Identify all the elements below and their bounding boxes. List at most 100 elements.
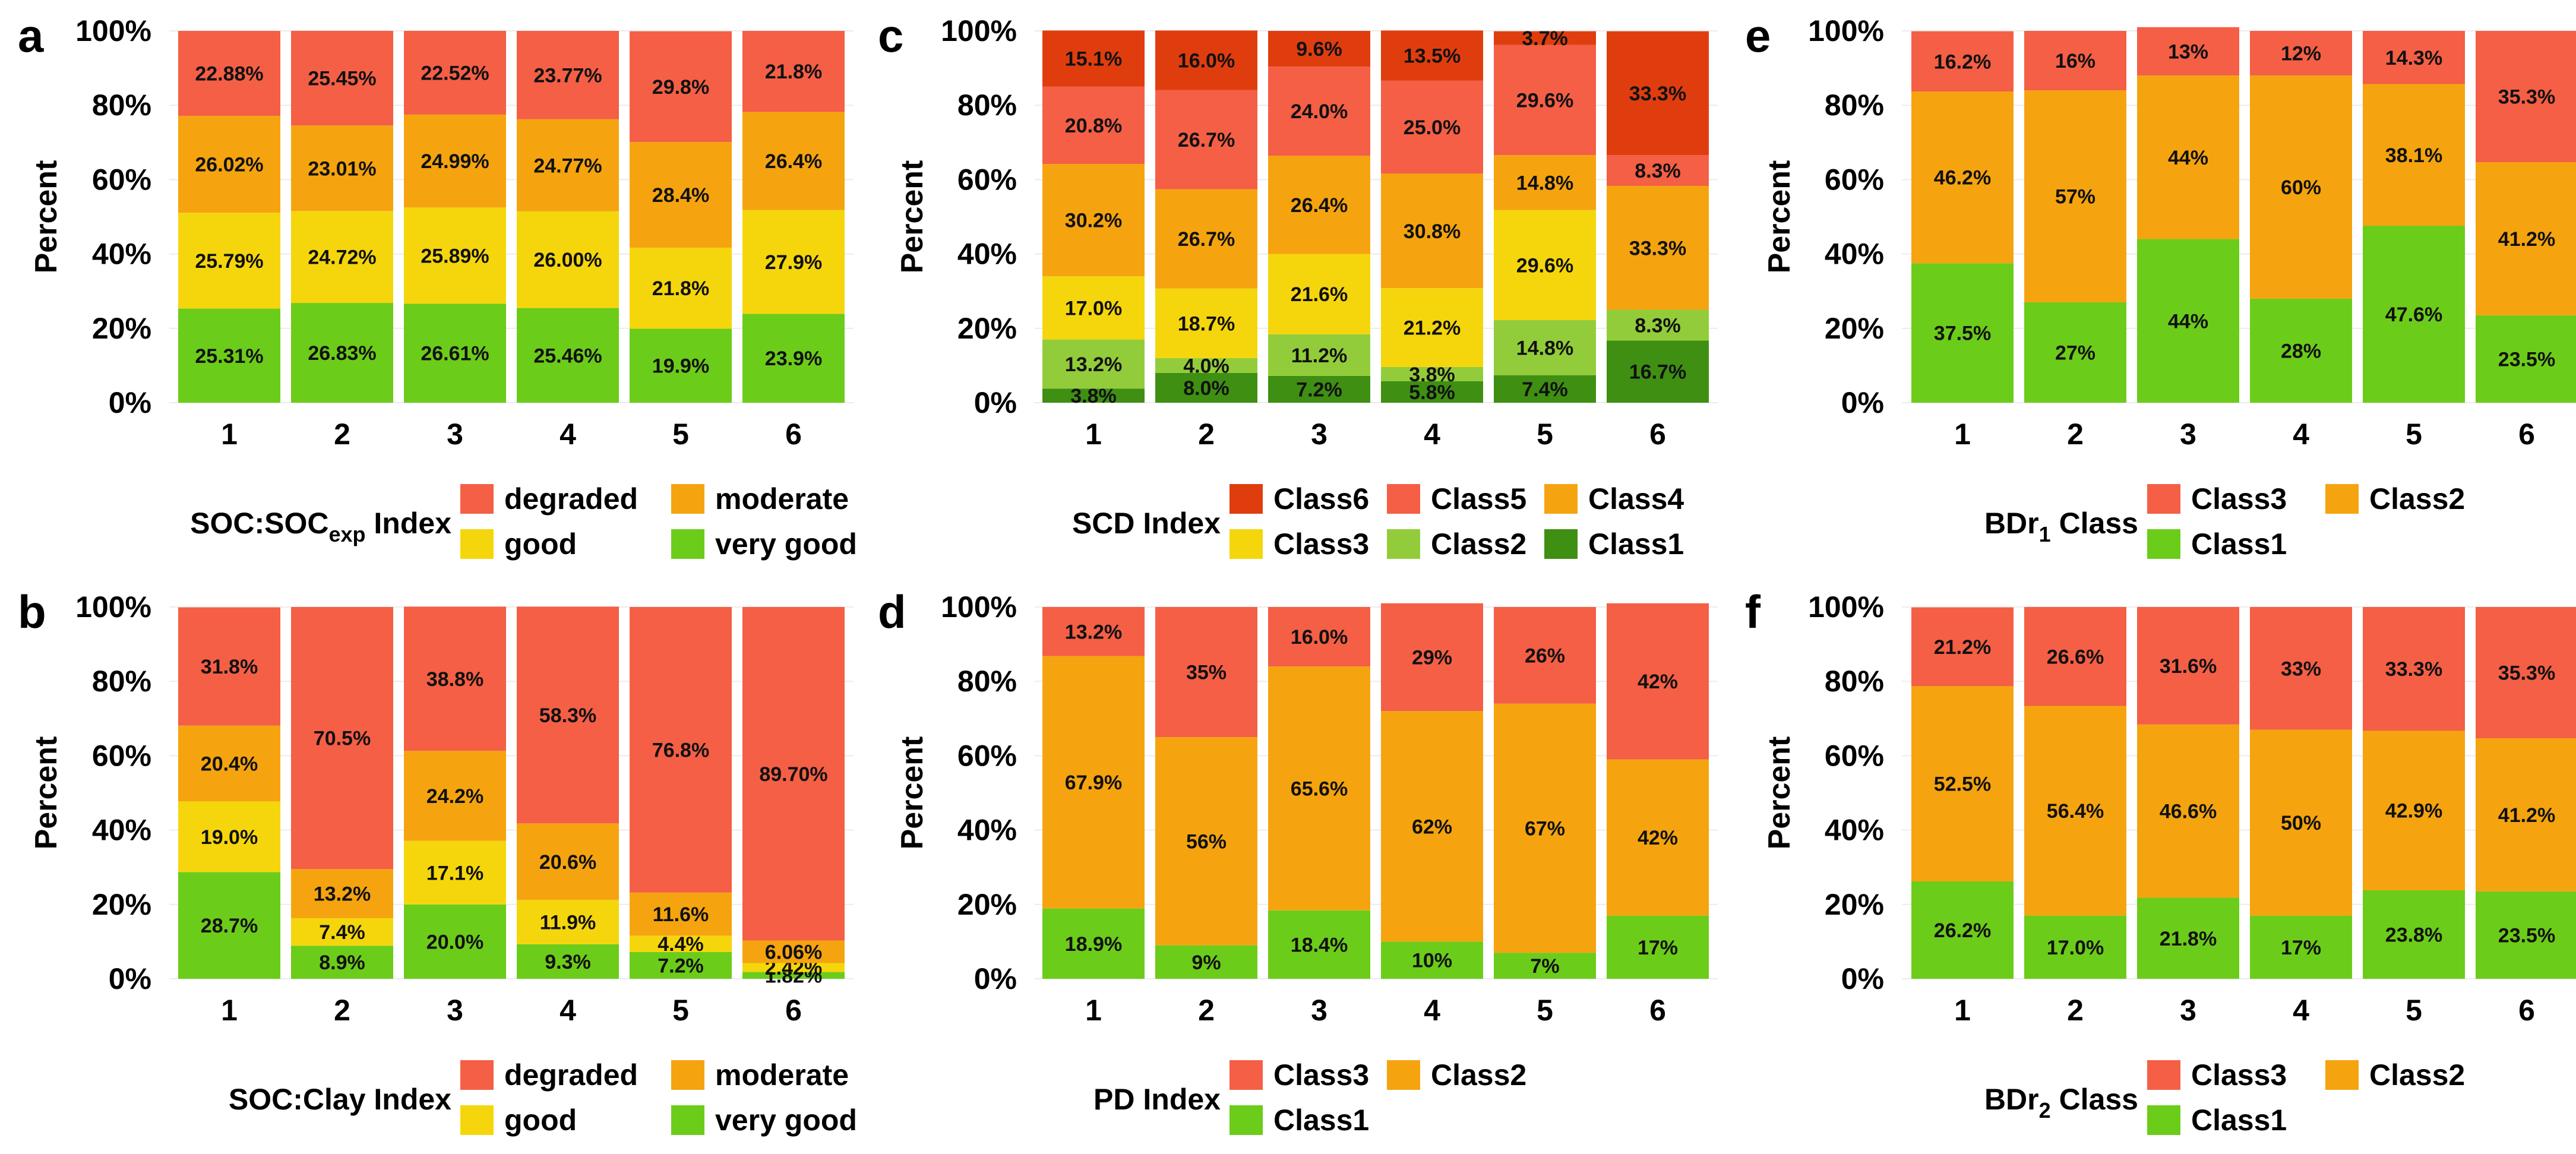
x-tick-label: 4 [560,418,576,451]
data-label: 35.3% [2498,662,2555,684]
y-tick-label: 60% [92,739,151,772]
data-label: 26.6% [2047,646,2104,668]
data-label: 20.8% [1065,115,1122,137]
panel-e: e Percent 0% 20% 40% 60% 80% 100% 37.5% 46.2% 16.2… [1745,10,2576,561]
data-label: 60% [2281,176,2321,199]
bar-segment-class1 [1155,372,1257,403]
legend-swatch [671,1060,704,1090]
data-label: 25.45% [308,68,376,90]
data-label: 18.9% [1065,933,1122,956]
data-label: 22.88% [195,63,263,86]
data-label: 23.01% [308,157,376,180]
bar-segment-class2 [1042,339,1145,389]
x-tick-label: 6 [785,994,802,1027]
bar-segment-moderate [291,869,393,918]
panel-f: f Percent 0% 20% 40% 60% 80% 100% 26.2% 52.5% 21.2… [1745,586,2576,1137]
data-label: 67.9% [1065,772,1122,794]
y-axis-label: Percent [1762,160,1797,274]
data-label: 58.3% [539,704,596,727]
data-label: 70.5% [314,728,371,750]
legend-swatch [671,529,704,559]
legend: BDr1 Class Class3 Class2 Class1 [1984,482,2465,561]
bar-segment-degraded [517,606,619,824]
data-label: 9.6% [1296,38,1342,61]
data-label: 33.3% [1629,83,1686,105]
bar-segment-good [517,211,619,308]
bar-segment-moderate [404,114,506,208]
bar-segment-class1 [1042,908,1145,979]
data-label: 19.0% [201,826,258,849]
legend-item-label: Class3 [2191,1058,2287,1092]
data-label: 37.5% [1934,323,1991,345]
data-label: 8.3% [1635,160,1681,182]
bar-segment-class6 [1381,30,1483,81]
y-tick-label: 80% [1825,88,1884,122]
bar-segment-moderate [517,119,619,211]
y-tick-label: 40% [1825,238,1884,271]
bar-segment-class5 [1268,67,1370,156]
legend-swatch [460,484,494,514]
data-label: 29.6% [1516,254,1573,277]
bar-segment-class3 [1381,603,1483,712]
bar-segment-class1 [2250,915,2352,979]
data-label: 25.0% [1404,116,1461,139]
y-tick-label: 20% [92,888,151,921]
data-label: 26.83% [308,342,376,365]
legend-swatch [460,1105,494,1135]
legend-swatch [2147,484,2180,514]
bar-segment-moderate [742,112,845,210]
data-label: 24.99% [421,150,489,173]
data-label: 11.2% [1291,344,1348,367]
bar-segment-very-good [742,972,845,979]
y-tick-label: 40% [1825,814,1884,847]
y-tick-label: 0% [109,386,151,419]
bar-segment-class3 [1494,210,1596,321]
bar-segment-class2 [2476,162,2576,315]
legend-swatch [1229,529,1263,559]
data-label: 23.9% [765,347,822,370]
data-label: 23.8% [2385,924,2442,947]
data-label: 4.4% [658,933,704,956]
data-label: 5.8% [1409,381,1455,404]
bar-segment-good [742,963,845,972]
legend: BDr2 Class Class3 Class2 Class1 [1984,1058,2465,1137]
data-label: 21.8% [652,277,709,300]
data-label: 26.4% [765,150,822,173]
bar-segment-class1 [1042,388,1145,403]
data-label: 21.8% [765,61,822,83]
y-tick-label: 100% [75,590,151,624]
y-axis-label: Percent [895,160,930,274]
bar-segment-class3 [1268,254,1370,334]
data-label: 22.52% [421,62,489,84]
bar-segment-class5 [1607,155,1709,186]
bar-segment-class1 [2250,298,2352,403]
y-tick-label: 100% [941,590,1017,624]
data-label: 65.6% [1291,777,1348,800]
data-label: 33.3% [2385,658,2442,681]
legend-title: SOC:SOCexp Index [190,507,451,546]
panel-letter: a [18,10,44,62]
panel-a: aPercent0%20%40%60%80%100%25.31%25.79%26… [18,10,857,561]
bar-segment-degraded [404,606,506,751]
bar-segment-degraded [178,31,280,116]
bar-segment-degraded [404,30,506,115]
bar-segment-class5 [1494,45,1596,156]
y-tick-label: 60% [957,739,1017,772]
legend-title: SCD Index [1072,507,1221,540]
bar-segment-class1 [1268,375,1370,403]
bar-segment-degraded [742,607,845,941]
legend-swatch [1544,484,1578,514]
y-tick-label: 20% [1825,312,1884,345]
data-label: 27% [2055,342,2095,364]
data-label: 9% [1191,951,1221,974]
bar-segment-moderate [517,823,619,900]
bar-segment-class3 [1155,288,1257,358]
bar-segment-moderate [291,125,393,211]
data-label: 62% [1412,815,1452,838]
bar-segment-class3 [2250,607,2352,730]
data-label: 12% [2281,43,2321,65]
legend-swatch [2325,484,2359,514]
bar-segment-class2 [1268,666,1370,910]
x-tick-label: 3 [447,994,463,1027]
bar-segment-class2 [1155,358,1257,373]
